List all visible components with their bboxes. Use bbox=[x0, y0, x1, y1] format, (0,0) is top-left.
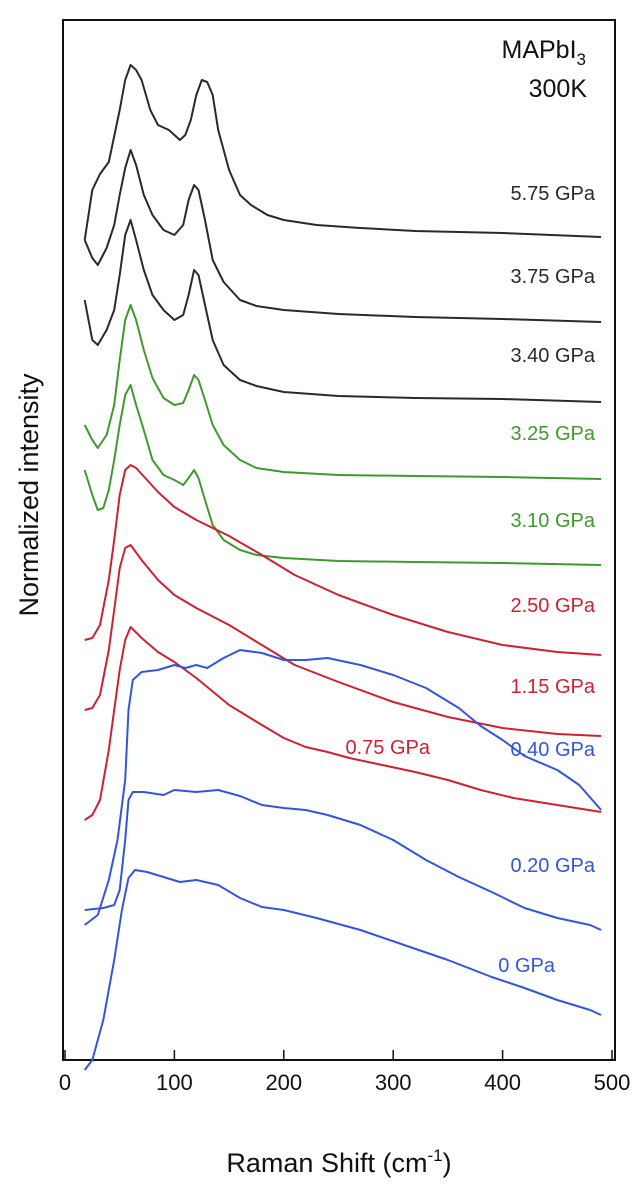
y-axis-title: Normalized intensity bbox=[14, 373, 44, 617]
plot-frame bbox=[63, 20, 615, 1060]
x-axis-title: Raman Shift (cm-1) bbox=[226, 1146, 451, 1178]
series-label-3: 3.25 GPa bbox=[510, 423, 595, 445]
series-line-5 bbox=[85, 465, 601, 655]
temperature-label: 300K bbox=[529, 75, 588, 103]
series-label-8: 0.40 GPa bbox=[510, 739, 595, 761]
compound-subscript: 3 bbox=[577, 50, 586, 69]
series-label-9: 0.20 GPa bbox=[510, 855, 595, 877]
series-line-3 bbox=[85, 305, 601, 479]
series-layer bbox=[85, 65, 601, 1070]
series-label-1: 3.75 GPa bbox=[510, 266, 595, 288]
x-tick-label-2: 200 bbox=[265, 1070, 302, 1095]
series-label-6: 1.15 GPa bbox=[510, 676, 595, 698]
x-axis-title-close: ) bbox=[443, 1148, 452, 1178]
x-tick-label-3: 300 bbox=[375, 1070, 412, 1095]
x-tick-label-0: 0 bbox=[59, 1070, 71, 1095]
series-label-10: 0 GPa bbox=[498, 955, 556, 977]
series-label-layer: 5.75 GPa 3.75 GPa 3.40 GPa 3.25 GPa 3.10 GPa… bbox=[345, 183, 595, 977]
x-tick-label-5: 500 bbox=[594, 1070, 631, 1095]
compound-label: MAPbI3 bbox=[502, 36, 587, 69]
series-line-1 bbox=[85, 150, 601, 322]
series-line-6 bbox=[85, 545, 601, 736]
series-line-7 bbox=[85, 627, 601, 820]
x-axis-title-main: Raman Shift (cm bbox=[226, 1148, 427, 1178]
x-axis-title-sup: -1 bbox=[427, 1146, 442, 1165]
x-tick-layer: 0 100 200 300 400 500 bbox=[59, 1050, 630, 1095]
x-tick-label-4: 400 bbox=[484, 1070, 521, 1095]
series-label-7: 0.75 GPa bbox=[345, 737, 430, 759]
series-line-0 bbox=[85, 65, 601, 240]
series-label-4: 3.10 GPa bbox=[510, 510, 595, 532]
series-label-5: 2.50 GPa bbox=[510, 595, 595, 617]
x-tick-label-1: 100 bbox=[156, 1070, 193, 1095]
series-label-2: 3.40 GPa bbox=[510, 345, 595, 367]
compound-main: MAPbI bbox=[502, 36, 577, 64]
series-label-0: 5.75 GPa bbox=[510, 183, 595, 205]
series-line-2 bbox=[85, 220, 601, 402]
